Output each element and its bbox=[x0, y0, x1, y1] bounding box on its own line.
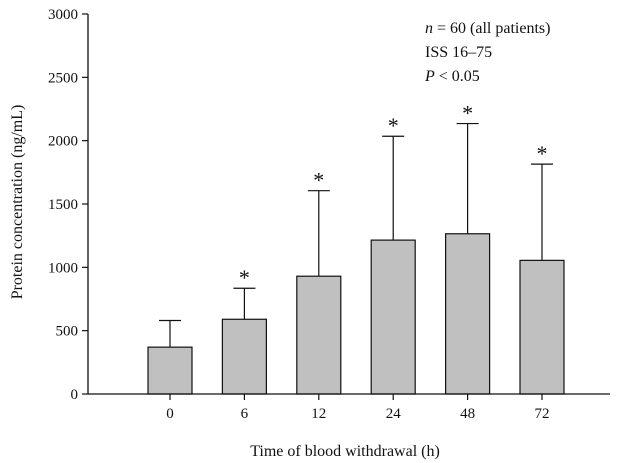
x-tick-label: 48 bbox=[460, 406, 475, 422]
bar bbox=[296, 275, 342, 395]
y-tick-label: 2000 bbox=[48, 134, 78, 150]
y-tick-label: 500 bbox=[56, 324, 79, 340]
x-tick-label: 0 bbox=[166, 406, 174, 422]
y-tick-label: 1500 bbox=[48, 197, 78, 213]
y-axis-ticks: 0 500 1000 1500 2000 2500 3000 bbox=[48, 7, 88, 403]
x-axis-title: Time of blood withdrawal (h) bbox=[250, 443, 440, 460]
annotation-n: n = 60 (all patients) bbox=[425, 20, 550, 37]
stats-annotation: n = 60 (all patients) ISS 16–75 P < 0.05 bbox=[424, 20, 550, 85]
bar bbox=[221, 318, 267, 395]
annotation-p: P < 0.05 bbox=[424, 68, 480, 85]
x-tick-label: 24 bbox=[386, 406, 402, 422]
significance-star: * bbox=[388, 113, 399, 138]
y-tick-label: 3000 bbox=[48, 7, 78, 23]
y-tick-label: 2500 bbox=[48, 70, 78, 86]
x-tick-label: 6 bbox=[241, 406, 249, 422]
bars bbox=[147, 233, 565, 395]
x-axis-ticks: 0 6 12 24 48 72 bbox=[166, 394, 550, 422]
error-bars bbox=[159, 122, 553, 348]
bar bbox=[370, 239, 416, 395]
y-tick-label: 0 bbox=[71, 387, 79, 403]
bar bbox=[519, 259, 565, 395]
significance-star: * bbox=[239, 265, 250, 290]
significance-markers: * * * * * bbox=[239, 101, 548, 291]
bar bbox=[147, 346, 193, 395]
annotation-iss: ISS 16–75 bbox=[425, 44, 492, 61]
significance-star: * bbox=[313, 168, 324, 193]
y-tick-label: 1000 bbox=[48, 260, 78, 276]
significance-star: * bbox=[537, 141, 548, 166]
significance-star: * bbox=[462, 101, 473, 126]
bar bbox=[445, 233, 491, 395]
x-tick-label: 72 bbox=[535, 406, 550, 422]
x-tick-label: 12 bbox=[311, 406, 326, 422]
y-axis-title: Protein concentration (ng/mL) bbox=[9, 105, 26, 300]
